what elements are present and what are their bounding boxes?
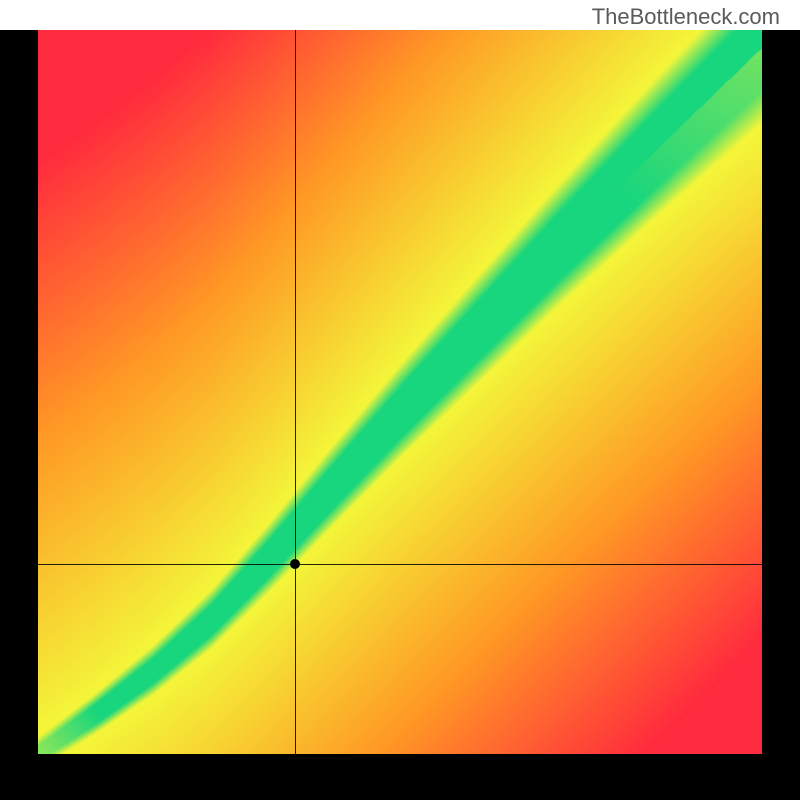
crosshair-vertical [295,30,296,754]
heatmap-canvas [38,30,762,754]
crosshair-horizontal [38,564,762,565]
watermark-text: TheBottleneck.com [592,4,780,30]
chart-outer-frame [0,30,800,800]
heatmap-plot-area [38,30,762,754]
